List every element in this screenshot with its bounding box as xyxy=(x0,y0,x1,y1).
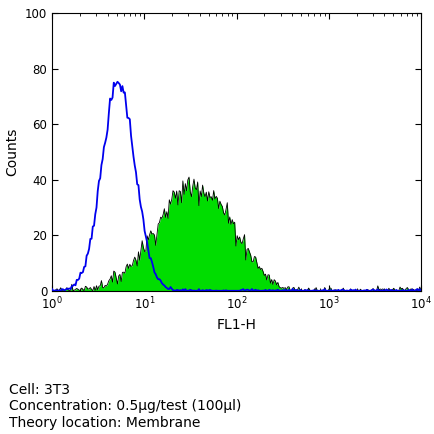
Text: Cell: 3T3
Concentration: 0.5μg/test (100μl)
Theory location: Membrane: Cell: 3T3 Concentration: 0.5μg/test (100… xyxy=(9,383,241,430)
X-axis label: FL1-H: FL1-H xyxy=(217,318,256,332)
Y-axis label: Counts: Counts xyxy=(5,128,20,176)
